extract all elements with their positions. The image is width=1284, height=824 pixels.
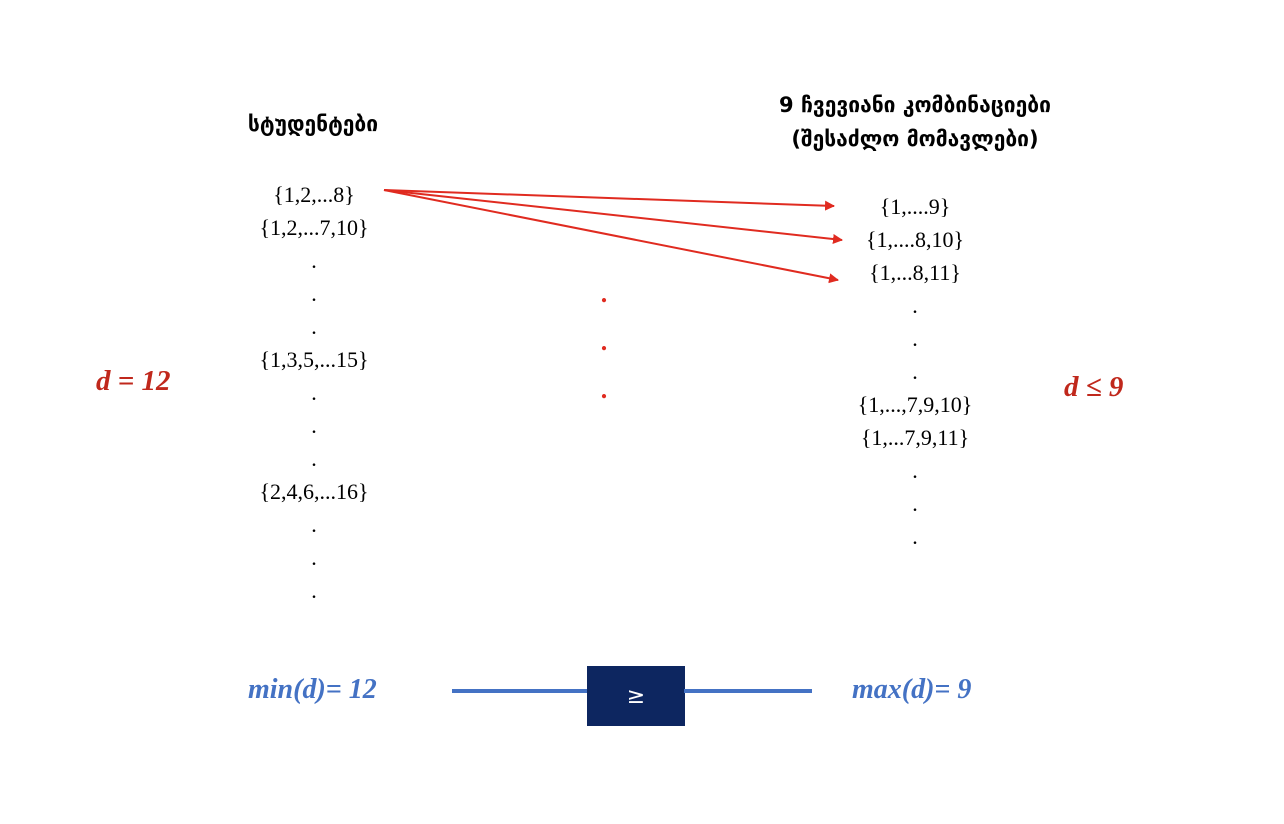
student-set-item: {1,2,...7,10} bbox=[259, 215, 369, 240]
middle-ellipsis-dot: . bbox=[600, 279, 608, 308]
comparison-line-right bbox=[684, 689, 812, 693]
combination-set-ellipsis-dot: . bbox=[912, 491, 918, 516]
arrow-to-combo-3 bbox=[383, 189, 839, 284]
combination-set-ellipsis-dot: . bbox=[912, 458, 918, 483]
student-set-ellipsis-dot: . bbox=[311, 512, 317, 537]
combination-set-ellipsis-dot: . bbox=[912, 359, 918, 384]
combinations-heading-line1: 9 ჩვევიანი კომბინაციები bbox=[779, 93, 1051, 117]
student-set-ellipsis-dot: . bbox=[311, 578, 317, 603]
comparison-symbol: ≥ bbox=[626, 683, 646, 709]
student-set-ellipsis-dot: . bbox=[311, 545, 317, 570]
combinations-heading: 9 ჩვევიანი კომბინაციები (შესაძლო მომავლე… bbox=[700, 88, 1130, 156]
combination-set-item: {1,....9} bbox=[879, 194, 951, 219]
combination-set-ellipsis-dot: . bbox=[912, 326, 918, 351]
students-list: {1,2,...8} {1,2,...7,10}... {1,3,5,...15}.… bbox=[214, 178, 414, 607]
combination-set-item: {1,...8,11} bbox=[869, 260, 961, 285]
student-set-ellipsis-dot: . bbox=[311, 413, 317, 438]
combination-set-ellipsis-dot: . bbox=[912, 524, 918, 549]
combination-set-item: {1,...,7,9,10} bbox=[857, 392, 973, 417]
students-heading: სტუდენტები bbox=[247, 112, 379, 136]
student-set-ellipsis-dot: . bbox=[311, 446, 317, 471]
arrow-to-combo-2 bbox=[383, 189, 843, 244]
combination-set-item: {1,....8,10} bbox=[865, 227, 965, 252]
combination-set-item: {1,...7,9,11} bbox=[860, 425, 970, 450]
comparison-line-left bbox=[452, 689, 588, 693]
combination-set-ellipsis-dot: . bbox=[912, 293, 918, 318]
middle-ellipsis-dot: . bbox=[600, 375, 608, 404]
student-set-item: {2,4,6,...16} bbox=[259, 479, 369, 504]
combinations-list: {1,....9} {1,....8,10} {1,...8,11}... {1,..… bbox=[815, 190, 1015, 553]
arrow-to-combo-1 bbox=[383, 189, 835, 211]
student-set-item: {1,2,...8} bbox=[273, 182, 355, 207]
min-distance-label: min(d)= 12 bbox=[248, 674, 377, 705]
combinations-heading-line2: (შესაძლო მომავლები) bbox=[791, 127, 1039, 151]
student-set-ellipsis-dot: . bbox=[311, 281, 317, 306]
middle-ellipsis: ... bbox=[592, 270, 616, 414]
combinations-distance-label: d ≤ 9 bbox=[1064, 371, 1124, 403]
max-distance-label: max(d)= 9 bbox=[852, 674, 972, 705]
student-set-ellipsis-dot: . bbox=[311, 248, 317, 273]
student-set-ellipsis-dot: . bbox=[311, 314, 317, 339]
middle-ellipsis-dot: . bbox=[600, 327, 608, 356]
student-set-item: {1,3,5,...15} bbox=[259, 347, 369, 372]
comparison-box: ≥ bbox=[587, 666, 685, 726]
students-distance-label: d = 12 bbox=[96, 365, 171, 397]
student-set-ellipsis-dot: . bbox=[311, 380, 317, 405]
